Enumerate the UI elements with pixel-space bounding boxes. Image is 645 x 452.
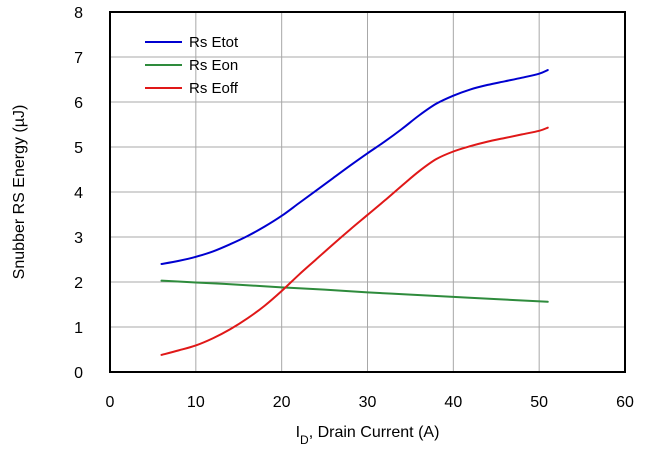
- series-lines: [160, 69, 549, 356]
- x-tick-label: 30: [359, 394, 377, 411]
- series-line-rs-eoff: [160, 126, 549, 356]
- plot-frame: [109, 11, 626, 373]
- grid: [110, 12, 625, 372]
- x-axis-label-subscript: D: [300, 433, 309, 447]
- x-tick-label: 10: [187, 394, 205, 411]
- x-tick-label: 20: [273, 394, 291, 411]
- y-tick-label: 0: [74, 365, 83, 382]
- y-tick-label: 8: [74, 5, 83, 22]
- y-tick-label: 4: [74, 185, 83, 202]
- series-line-rs-eon: [160, 279, 549, 303]
- x-axis-label-rest: , Drain Current (A): [309, 424, 440, 441]
- y-tick-label: 1: [74, 320, 83, 337]
- legend-label-rs-eoff: Rs Eoff: [189, 80, 239, 97]
- legend-label-rs-eon: Rs Eon: [189, 57, 238, 74]
- x-tick-label: 0: [106, 394, 115, 411]
- y-tick-label: 3: [74, 230, 83, 247]
- legend-label-rs-etot: Rs Etot: [189, 34, 239, 51]
- x-tick-label: 40: [444, 394, 462, 411]
- series-line-rs-etot: [160, 69, 549, 265]
- y-tick-label: 6: [74, 95, 83, 112]
- x-axis-label: ID, Drain Current (A): [296, 424, 440, 447]
- y-tick-label: 2: [74, 275, 83, 292]
- legend: Rs Etot Rs Eon Rs Eoff: [145, 34, 239, 97]
- x-tick-label: 50: [530, 394, 548, 411]
- y-axis-label: Snubber RS Energy (µJ): [11, 105, 28, 280]
- y-tick-label: 7: [74, 50, 83, 67]
- x-tick-label: 60: [616, 394, 634, 411]
- x-tick-labels: 0 10 20 30 40 50 60: [106, 394, 634, 411]
- y-tick-label: 5: [74, 140, 83, 157]
- y-tick-labels: 0 1 2 3 4 5 6 7 8: [74, 5, 83, 382]
- x-axis-label-main: I: [296, 424, 300, 441]
